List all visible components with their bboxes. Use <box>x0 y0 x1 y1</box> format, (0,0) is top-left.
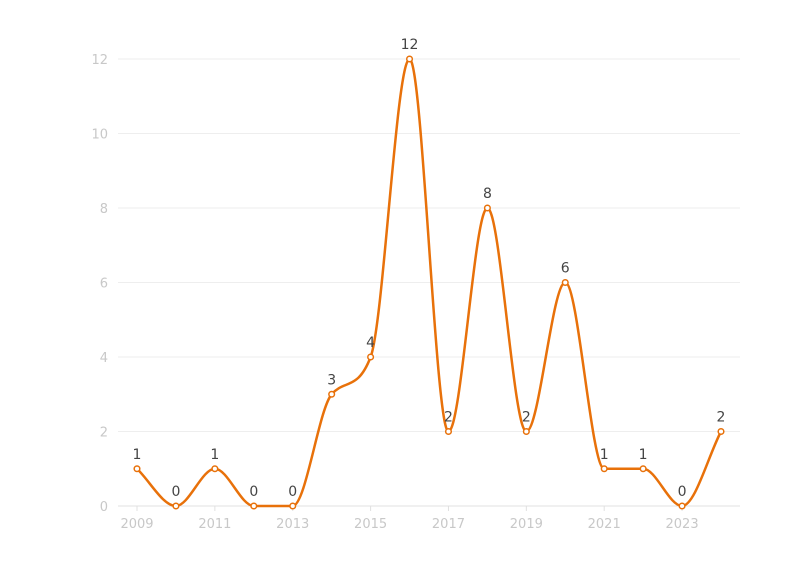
data-points <box>133 55 725 510</box>
x-tick-label: 2019 <box>510 517 543 532</box>
x-tick-label: 2011 <box>198 517 231 532</box>
x-tick-label: 2015 <box>354 517 387 532</box>
x-axis: 2009 2011 2013 2015 2017 2019 2021 2023 <box>118 505 740 532</box>
x-tick-label: 2013 <box>276 517 309 532</box>
data-label-2013: 0 <box>288 484 297 500</box>
x-tick-label: 2023 <box>666 517 699 532</box>
series-layer <box>135 57 723 508</box>
data-point-2024[interactable] <box>717 427 725 436</box>
y-tick-label: 2 <box>100 426 108 441</box>
data-label-2018: 8 <box>483 186 492 202</box>
y-tick-label: 4 <box>100 351 108 366</box>
x-tick-label: 2009 <box>120 517 153 532</box>
data-point-2014[interactable] <box>328 390 336 398</box>
y-tick-label: 8 <box>100 202 108 217</box>
y-tick-label: 6 <box>100 277 108 292</box>
data-label-2014: 3 <box>327 372 336 388</box>
data-point-2017[interactable] <box>444 427 453 436</box>
data-point-2010[interactable] <box>172 502 180 510</box>
grid-lines <box>118 58 740 432</box>
data-point-2023[interactable] <box>678 502 686 510</box>
data-point-2011[interactable] <box>211 465 219 473</box>
data-label-2024: 2 <box>717 410 726 426</box>
data-label-2009: 1 <box>133 447 142 463</box>
y-tick-label: 12 <box>91 53 108 68</box>
data-point-2020[interactable] <box>561 278 569 287</box>
data-label-2017: 2 <box>444 410 453 426</box>
data-label-2023: 0 <box>678 484 687 500</box>
data-point-2018[interactable] <box>483 204 491 212</box>
data-point-2022[interactable] <box>639 465 647 473</box>
data-label-2022: 1 <box>639 447 648 463</box>
data-label-2011: 1 <box>210 447 219 463</box>
data-point-2012[interactable] <box>250 502 258 510</box>
data-label-2015: 4 <box>366 335 375 351</box>
data-point-2009[interactable] <box>133 465 141 473</box>
y-tick-label: 0 <box>100 500 108 515</box>
data-point-2016[interactable] <box>405 55 414 63</box>
x-tick-label: 2021 <box>588 517 621 532</box>
y-axis: 0 2 4 6 8 10 12 <box>91 53 108 515</box>
series-line <box>135 57 723 508</box>
data-point-2013[interactable] <box>289 502 297 510</box>
data-label-2012: 0 <box>249 484 258 500</box>
data-point-2019[interactable] <box>522 427 530 436</box>
data-label-2016: 12 <box>401 37 419 53</box>
data-label-2020: 6 <box>561 261 570 277</box>
data-label-2021: 1 <box>600 447 609 463</box>
data-label-2019: 2 <box>522 410 531 426</box>
data-labels: 1 0 1 0 0 3 4 12 2 8 2 6 1 1 0 2 <box>133 37 726 500</box>
data-label-2010: 0 <box>171 484 180 500</box>
data-point-2021[interactable] <box>600 465 608 473</box>
y-tick-label: 10 <box>91 128 108 143</box>
data-point-2015[interactable] <box>367 353 375 361</box>
x-tick-label: 2017 <box>432 517 465 532</box>
